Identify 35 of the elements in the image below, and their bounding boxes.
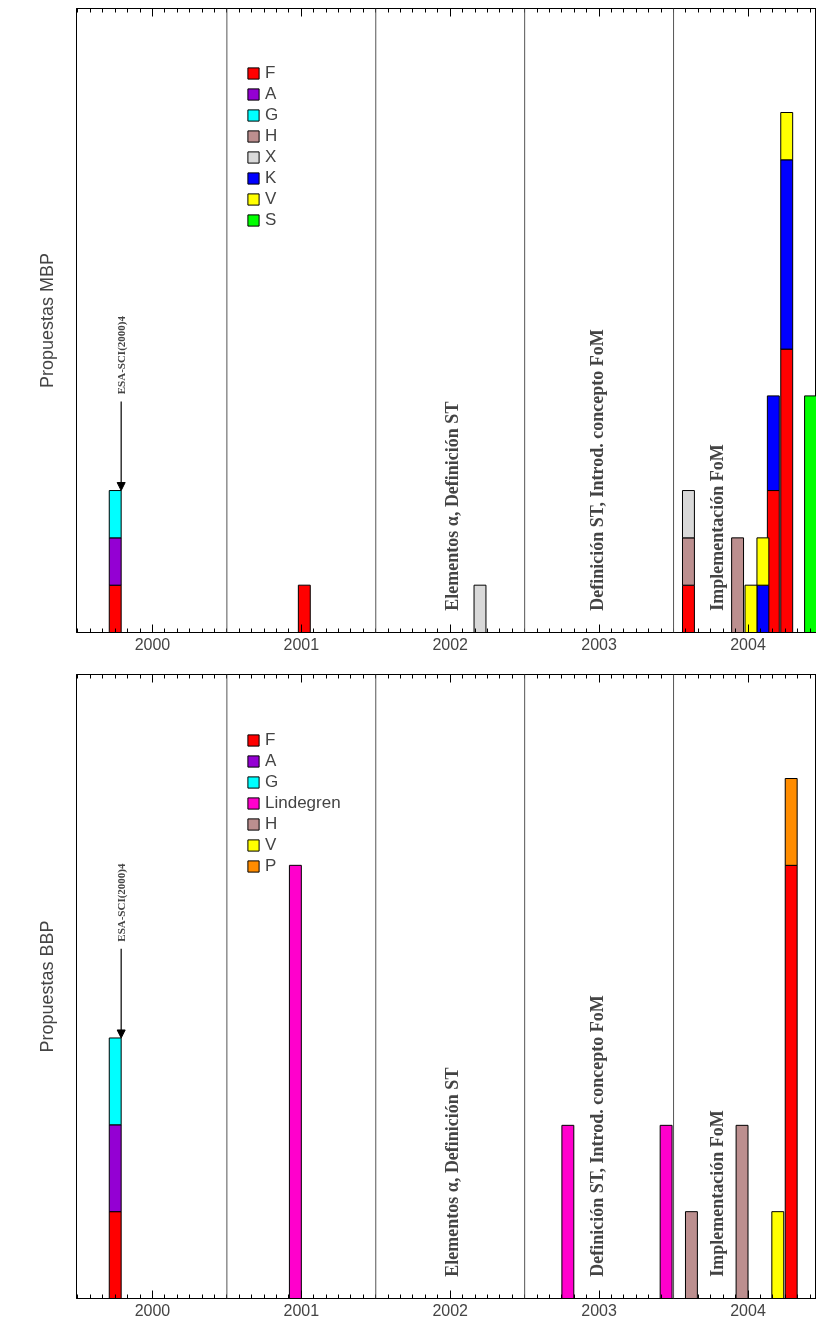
x-tick-label: 2002 [432,1301,469,1319]
legend-label: F [265,730,277,750]
y-axis-title: Propuestas MBP [36,252,57,389]
legend-label: V [265,189,278,209]
annotation: ESA-SCI(2000)4 [115,862,129,942]
x-tick-label: 2004 [730,635,766,653]
annotation: Definición ST, Introd. concepto FoM [587,995,608,1277]
annotation: Elementos α, Definición ST [441,1067,462,1277]
legend-label: G [265,772,280,792]
x-tick-label: 2001 [283,635,320,653]
x-tick-label: 2003 [581,635,618,653]
annotation: Implementación FoM [706,1110,727,1277]
annotation: Elementos α, Definición ST [441,401,462,611]
legend-label: H [265,126,279,146]
x-tick-label: 2000 [134,1301,171,1319]
legend-label: Lindegren [265,793,341,813]
legend-label: X [265,147,278,167]
x-tick-label: 2000 [134,635,171,653]
legend-label: A [265,751,278,771]
legend-label: V [265,835,278,855]
legend-label: K [265,168,278,188]
y-axis-title: Propuestas BBP [36,920,57,1053]
x-tick-label: 2003 [581,1301,618,1319]
x-tick-label: 2002 [432,635,469,653]
legend-label: S [265,210,278,230]
annotation: Definición ST, Introd. concepto FoM [587,329,608,611]
annotation: ESA-SCI(2000)4 [115,315,129,395]
legend-label: F [265,63,277,83]
legend-label: G [265,105,280,125]
x-tick-label: 2001 [283,1301,320,1319]
x-tick-label: 2004 [730,1301,766,1319]
legend-label: P [265,856,278,876]
annotation: Implementación FoM [706,444,727,611]
legend-label: H [265,814,279,834]
legend-label: A [265,84,278,104]
